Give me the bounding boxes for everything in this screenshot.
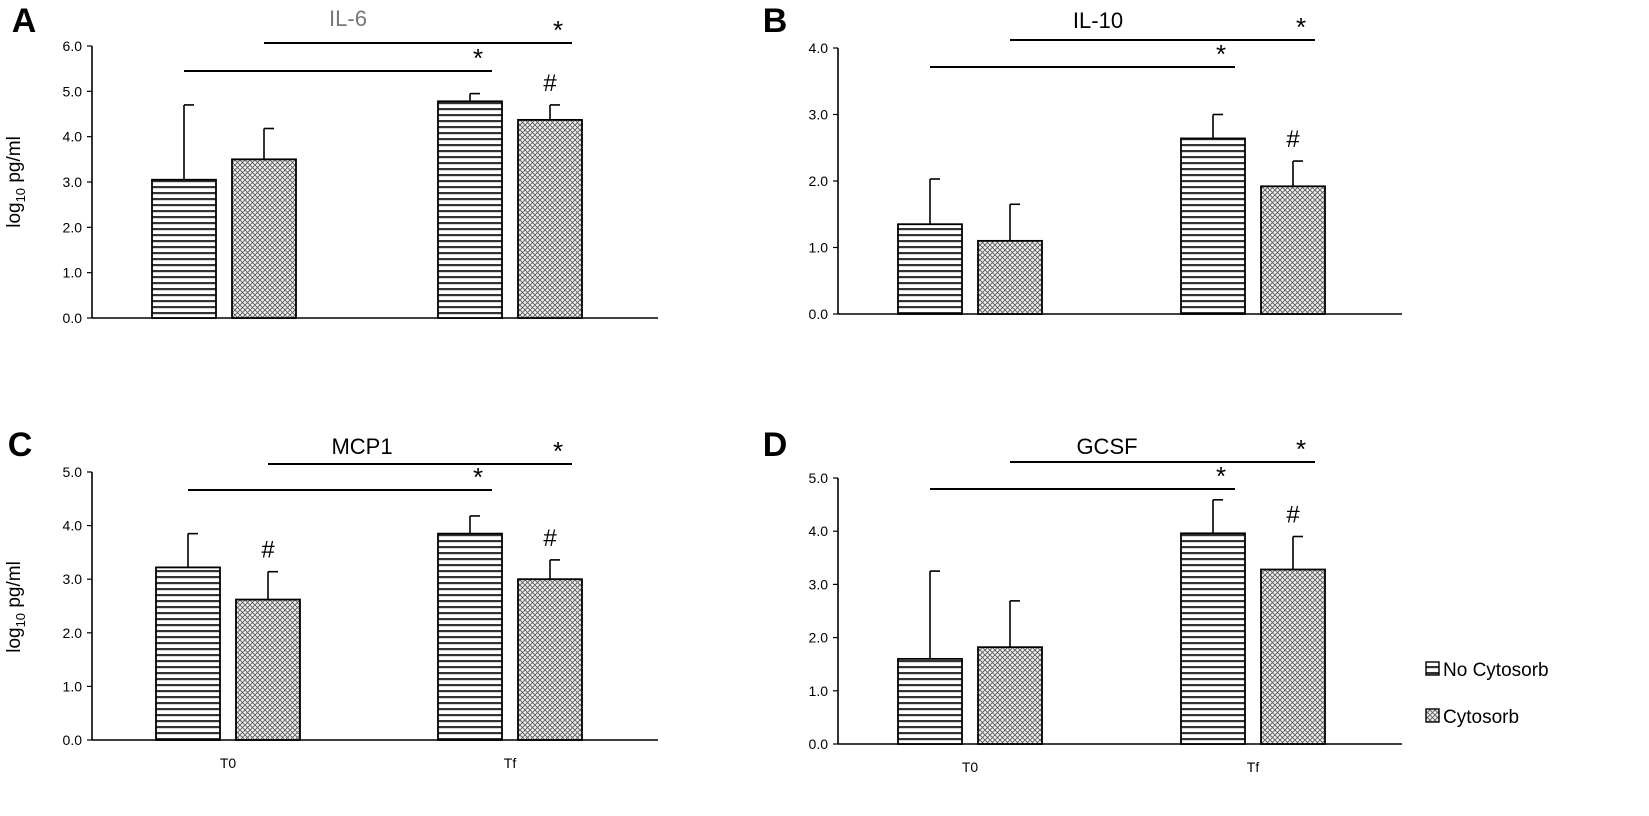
y-axis-label-unit: pg/ml xyxy=(4,561,25,613)
significance-star: * xyxy=(553,15,563,45)
y-tick-label: 4.0 xyxy=(809,523,829,539)
y-axis-label-base: log xyxy=(4,627,25,652)
y-tick-label: 0.0 xyxy=(63,310,83,326)
y-tick-label: 4.0 xyxy=(63,518,83,534)
y-tick-label: 0.0 xyxy=(809,736,829,752)
legend-swatch-cytosorb xyxy=(1425,708,1440,723)
hash-mark: # xyxy=(1286,126,1300,153)
y-tick-label: 0.0 xyxy=(63,732,83,748)
y-tick-label: 0.0 xyxy=(809,306,829,322)
y-axis-label: log10 pg/ml xyxy=(4,561,28,653)
significance-star: * xyxy=(1216,39,1226,69)
x-category-label: Tf xyxy=(504,755,517,771)
y-tick-label: 2.0 xyxy=(63,625,83,641)
panel-label: A xyxy=(12,2,37,40)
bar-no-cytosorb xyxy=(155,566,221,741)
x-category-label: T0 xyxy=(962,759,979,775)
y-tick-label: 3.0 xyxy=(63,571,83,587)
y-tick-label: 1.0 xyxy=(63,265,83,281)
significance-star: * xyxy=(473,43,483,73)
legend: No Cytosorb Cytosorb xyxy=(1425,660,1549,728)
bar-no-cytosorb xyxy=(437,100,503,319)
chart-title: GCSF xyxy=(1076,434,1137,459)
bar-no-cytosorb xyxy=(897,657,963,745)
bar-no-cytosorb xyxy=(437,532,503,741)
y-tick-label: 1.0 xyxy=(809,240,829,256)
y-tick-label: 4.0 xyxy=(63,129,83,145)
significance-star: * xyxy=(1216,461,1226,491)
hash-mark: # xyxy=(1286,502,1300,529)
panel-label: D xyxy=(763,426,788,464)
y-tick-label: 3.0 xyxy=(63,174,83,190)
y-tick-label: 2.0 xyxy=(809,173,829,189)
y-tick-label: 6.0 xyxy=(63,38,83,54)
hash-mark: # xyxy=(543,70,557,97)
y-axis-label-sub: 10 xyxy=(13,188,28,202)
chart-title: IL-6 xyxy=(329,6,367,31)
bar-cytosorb xyxy=(977,646,1043,745)
panel-c: C MCP1 log10 pg/ml 0.0 1.0 2.0 3.0 4.0 5.0 T0 Tf # #… xyxy=(4,426,658,771)
y-tick-label: 5.0 xyxy=(63,83,83,99)
bar-no-cytosorb xyxy=(897,223,963,315)
y-tick-label: 3.0 xyxy=(809,107,829,123)
x-category-label: Tf xyxy=(1247,759,1260,775)
bar-cytosorb xyxy=(517,578,583,741)
bar-cytosorb xyxy=(517,118,583,319)
y-tick-label: 5.0 xyxy=(809,470,829,486)
bar-cytosorb xyxy=(235,598,301,741)
bar-cytosorb xyxy=(977,239,1043,315)
y-axis-label-base: log xyxy=(4,202,25,227)
y-tick-label: 3.0 xyxy=(809,576,829,592)
chart-title: MCP1 xyxy=(331,434,392,459)
y-axis-label: log10 pg/ml xyxy=(4,136,28,228)
bar-cytosorb xyxy=(1260,185,1326,315)
bar-no-cytosorb xyxy=(1180,137,1246,315)
bar-no-cytosorb xyxy=(1180,532,1246,745)
legend-label: Cytosorb xyxy=(1443,707,1519,728)
y-axis-label-sub: 10 xyxy=(13,613,28,627)
y-tick-label: 5.0 xyxy=(63,464,83,480)
x-category-label: T0 xyxy=(220,755,237,771)
significance-star: * xyxy=(1296,434,1306,464)
chart-title: IL-10 xyxy=(1073,8,1123,33)
y-tick-label: 1.0 xyxy=(63,678,83,694)
panel-label: B xyxy=(763,2,788,40)
panel-d: D GCSF 0.0 1.0 2.0 3.0 4.0 5.0 T0 Tf # * * xyxy=(763,426,1402,775)
y-tick-label: 2.0 xyxy=(63,219,83,235)
significance-star: * xyxy=(473,462,483,492)
y-axis-label-unit: pg/ml xyxy=(4,136,25,188)
significance-star: * xyxy=(553,436,563,466)
panel-label: C xyxy=(8,426,33,464)
hash-mark: # xyxy=(543,525,557,552)
legend-swatch-no-cytosorb xyxy=(1425,661,1440,676)
bar-cytosorb xyxy=(231,158,297,319)
y-tick-label: 2.0 xyxy=(809,630,829,646)
y-tick-label: 4.0 xyxy=(809,40,829,56)
bar-cytosorb xyxy=(1260,568,1326,745)
hash-mark: # xyxy=(261,537,275,564)
significance-star: * xyxy=(1296,12,1306,42)
legend-label: No Cytosorb xyxy=(1443,660,1549,681)
panel-a: A IL-6 log10 pg/ml 0.0 1.0 2.0 3.0 4.0 5.0 6.0 # * * xyxy=(4,2,658,326)
bar-no-cytosorb xyxy=(151,178,217,319)
panel-b: B IL-10 0.0 1.0 2.0 3.0 4.0 # * * xyxy=(763,2,1402,322)
y-tick-label: 1.0 xyxy=(809,683,829,699)
